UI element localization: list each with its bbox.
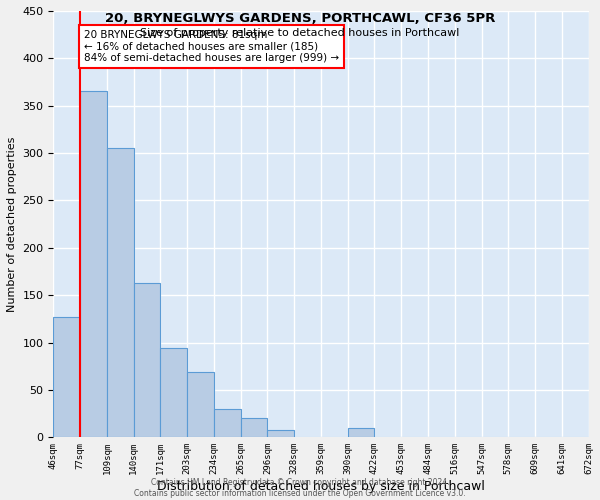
Y-axis label: Number of detached properties: Number of detached properties [7,136,17,312]
Bar [241,418,268,438]
Text: 20, BRYNEGLWYS GARDENS, PORTHCAWL, CF36 5PR: 20, BRYNEGLWYS GARDENS, PORTHCAWL, CF36 … [105,12,495,26]
Bar [268,430,294,438]
Bar [80,92,107,438]
X-axis label: Distribution of detached houses by size in Porthcawl: Distribution of detached houses by size … [157,480,485,493]
Bar [348,428,374,438]
Text: Size of property relative to detached houses in Porthcawl: Size of property relative to detached ho… [140,28,460,38]
Bar [160,348,187,438]
Text: Contains HM Land Registry data © Crown copyright and database right 2024.
Contai: Contains HM Land Registry data © Crown c… [134,478,466,498]
Bar [107,148,134,438]
Bar [53,317,80,438]
Bar [134,283,160,438]
Bar [214,409,241,438]
Text: 20 BRYNEGLWYS GARDENS: 81sqm
← 16% of detached houses are smaller (185)
84% of s: 20 BRYNEGLWYS GARDENS: 81sqm ← 16% of de… [84,30,339,63]
Bar [187,372,214,438]
